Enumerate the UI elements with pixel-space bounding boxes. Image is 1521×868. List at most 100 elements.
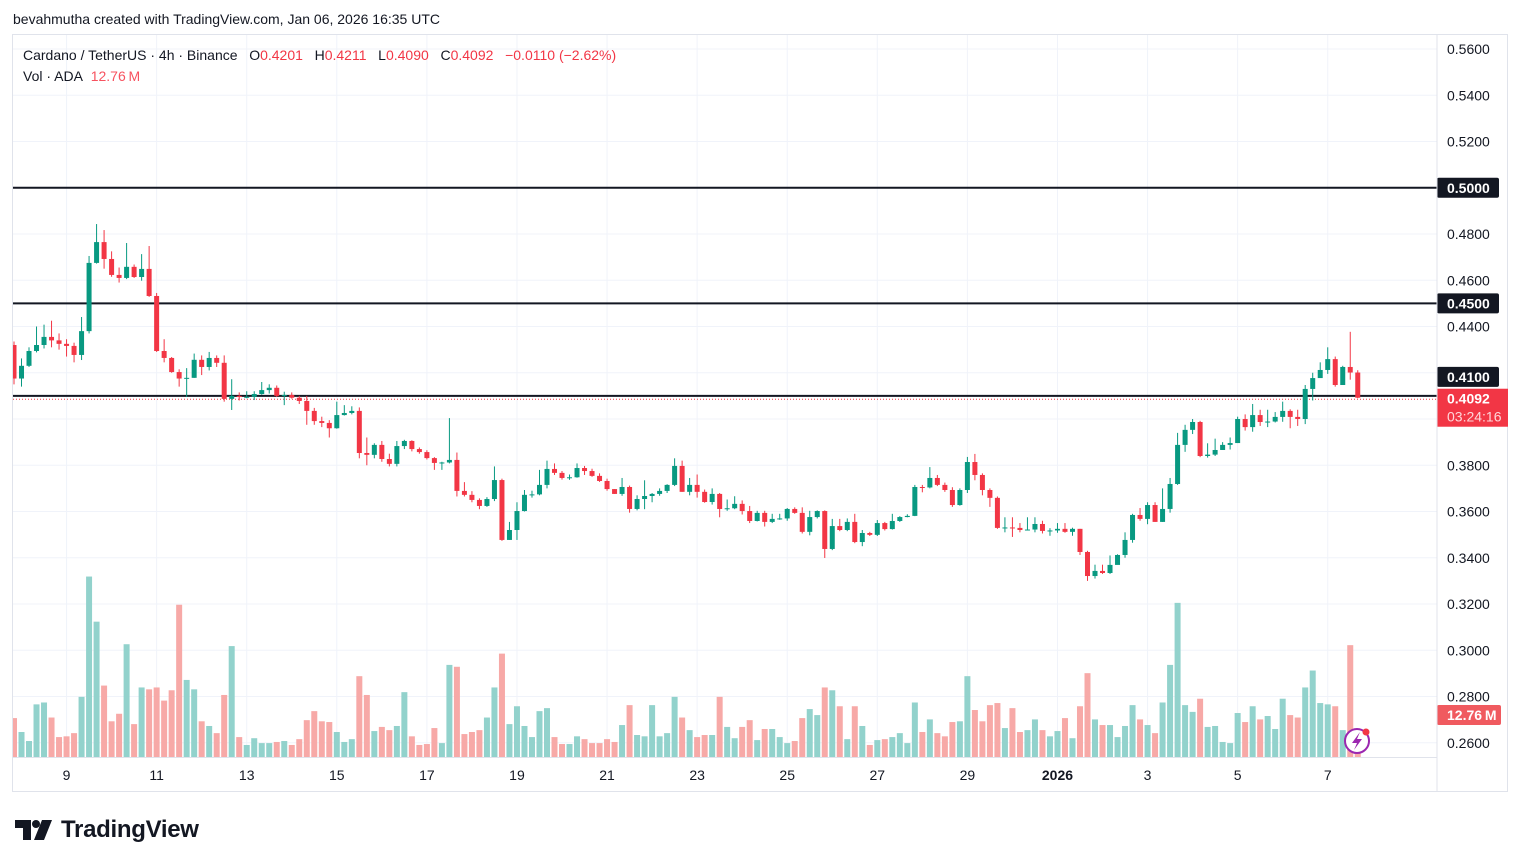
volume-bar bbox=[63, 736, 70, 757]
x-tick-label: 3 bbox=[1144, 767, 1152, 783]
y-tick-label: 0.2600 bbox=[1447, 735, 1490, 751]
candle-up bbox=[732, 496, 738, 510]
candle-body bbox=[1145, 505, 1151, 519]
candle-up bbox=[94, 224, 100, 264]
candle-body bbox=[71, 345, 77, 355]
candle-body bbox=[777, 518, 783, 520]
volume-bar bbox=[799, 718, 806, 757]
candle-down bbox=[972, 453, 978, 481]
level-price-label: 0.4100 bbox=[1447, 369, 1490, 385]
candle-body bbox=[1137, 514, 1143, 519]
candle-down bbox=[702, 489, 708, 503]
candle-down bbox=[822, 510, 828, 558]
candle-body bbox=[394, 446, 400, 464]
candle-body bbox=[672, 465, 678, 485]
candle-body bbox=[544, 468, 550, 485]
candle-up bbox=[672, 458, 678, 487]
candle-down bbox=[552, 463, 558, 475]
volume-bar bbox=[1069, 738, 1076, 757]
y-tick-label: 0.5600 bbox=[1447, 41, 1490, 57]
candle-body bbox=[1039, 523, 1045, 531]
volume-bar bbox=[536, 711, 543, 757]
volume-bar bbox=[1122, 725, 1129, 757]
candle-up bbox=[394, 440, 400, 467]
candle-body bbox=[1295, 416, 1301, 419]
candle-down bbox=[116, 267, 122, 283]
candle-body bbox=[694, 484, 700, 492]
volume-bar bbox=[341, 741, 348, 757]
volume-bar bbox=[776, 737, 783, 757]
volume-bar bbox=[386, 730, 393, 757]
volume-bar bbox=[476, 730, 483, 757]
candle-body bbox=[319, 421, 325, 423]
x-tick-label: 9 bbox=[63, 767, 71, 783]
volume-bar bbox=[649, 705, 656, 757]
candle-up bbox=[897, 516, 903, 522]
volume-label[interactable]: Vol · ADA bbox=[23, 68, 83, 84]
candle-body bbox=[657, 490, 663, 494]
volume-bar bbox=[1234, 713, 1241, 757]
candle-body bbox=[1205, 454, 1211, 456]
candle-down bbox=[454, 452, 460, 497]
volume-bar bbox=[664, 733, 671, 757]
candle-down bbox=[1077, 528, 1083, 555]
candle-body bbox=[739, 503, 745, 512]
volume-bar bbox=[806, 709, 813, 757]
candle-down bbox=[867, 531, 873, 537]
candle-body bbox=[1272, 416, 1278, 422]
volume-bar bbox=[821, 687, 828, 757]
volume-bar bbox=[228, 646, 235, 757]
candle-up bbox=[536, 469, 542, 496]
volume-bar bbox=[416, 744, 423, 757]
candle-body bbox=[1017, 527, 1023, 530]
volume-bar bbox=[1272, 728, 1279, 757]
candle-body bbox=[1227, 443, 1233, 445]
candle-down bbox=[214, 355, 220, 367]
candle-down bbox=[221, 355, 227, 402]
volume-bar bbox=[423, 744, 430, 757]
candle-down bbox=[612, 489, 618, 494]
volume-bar bbox=[611, 741, 618, 757]
candle-down bbox=[176, 369, 182, 387]
y-tick-label: 0.5200 bbox=[1447, 134, 1490, 150]
candle-body bbox=[13, 345, 17, 379]
candle-up bbox=[446, 418, 452, 464]
candle-up bbox=[124, 243, 130, 280]
x-tick-label: 15 bbox=[329, 767, 345, 783]
x-tick-label: 27 bbox=[870, 767, 886, 783]
volume-bar bbox=[836, 706, 843, 757]
candle-body bbox=[1047, 530, 1053, 532]
y-tick-label: 0.3000 bbox=[1447, 642, 1490, 658]
last-volume-box bbox=[1437, 705, 1501, 725]
candle-body bbox=[709, 493, 715, 503]
candle-up bbox=[1167, 477, 1173, 513]
candle-body bbox=[169, 357, 175, 373]
x-tick-label: 29 bbox=[960, 767, 976, 783]
volume-bar bbox=[491, 687, 498, 757]
candle-body bbox=[124, 266, 130, 278]
tradingview-logo[interactable]: TradingView bbox=[15, 816, 199, 844]
y-tick-label: 0.2800 bbox=[1447, 689, 1490, 705]
candle-down bbox=[837, 518, 843, 532]
volume-bar bbox=[18, 732, 25, 757]
volume-bar bbox=[236, 737, 243, 757]
volume-bar bbox=[1264, 716, 1271, 757]
lightning-icon[interactable] bbox=[1344, 728, 1370, 754]
candle-body bbox=[521, 494, 527, 512]
volume-bar bbox=[589, 743, 596, 757]
volume-bar bbox=[716, 696, 723, 757]
candle-body bbox=[1069, 528, 1075, 532]
candle-body bbox=[131, 266, 137, 278]
volume-bar bbox=[641, 736, 648, 757]
volume-bar bbox=[1092, 719, 1099, 757]
volume-bar bbox=[844, 739, 851, 757]
candle-up bbox=[927, 467, 933, 489]
candle-up bbox=[371, 443, 377, 459]
candle-body bbox=[341, 412, 347, 416]
open-value: 0.4201 bbox=[260, 47, 303, 63]
candle-down bbox=[154, 292, 160, 352]
symbol-title[interactable]: Cardano / TetherUS · 4h · Binance bbox=[23, 47, 238, 63]
candle-up bbox=[807, 510, 813, 536]
candle-up bbox=[1310, 372, 1316, 401]
